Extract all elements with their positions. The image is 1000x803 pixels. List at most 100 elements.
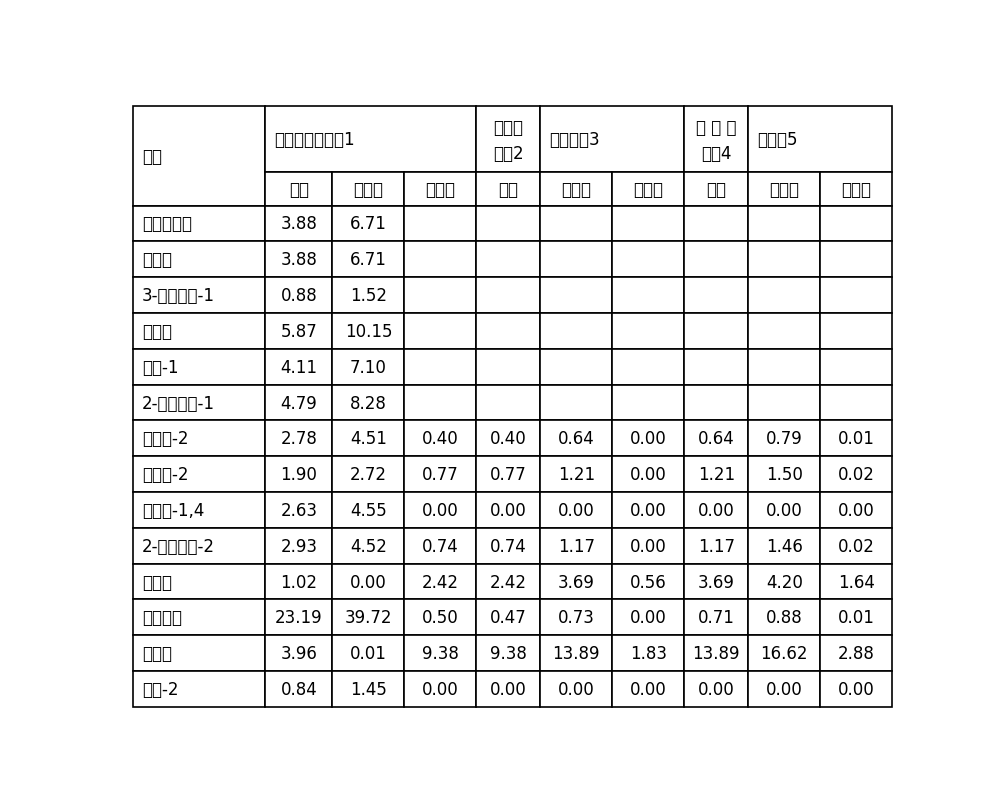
Bar [133,600,265,635]
Bar [133,457,265,492]
Bar [404,385,476,421]
Text: 0.00: 0.00 [630,680,667,698]
Text: 顶出料: 顶出料 [353,181,383,198]
Bar [748,421,820,457]
Bar [540,242,612,278]
Bar [265,242,332,278]
Text: 0.00: 0.00 [630,501,667,520]
Bar [332,385,404,421]
Bar [476,457,540,492]
Bar [540,457,612,492]
Bar [133,314,265,349]
Text: 0.01: 0.01 [838,430,875,448]
Text: 丁炔-2: 丁炔-2 [142,680,179,698]
Bar [612,278,684,314]
Bar [265,492,332,528]
Text: 1.17: 1.17 [558,537,595,555]
Text: 0.00: 0.00 [630,466,667,483]
Text: 0.73: 0.73 [558,609,595,626]
Text: 0.00: 0.00 [422,680,459,698]
Text: 0.00: 0.00 [490,501,527,520]
Text: 0.00: 0.00 [698,680,735,698]
Text: 0.00: 0.00 [698,501,735,520]
Text: 3.96: 3.96 [280,644,317,662]
Text: 3.69: 3.69 [558,573,595,591]
Text: 13.89: 13.89 [693,644,740,662]
Bar [476,492,540,528]
Text: 2.88: 2.88 [838,644,875,662]
Text: 0.00: 0.00 [766,680,803,698]
Bar [748,635,820,671]
Text: 0.77: 0.77 [422,466,459,483]
Bar [684,107,748,173]
Bar [612,314,684,349]
Bar [820,278,892,314]
Bar [820,457,892,492]
Bar [404,457,476,492]
Text: 1.50: 1.50 [766,466,803,483]
Text: 顶出料: 顶出料 [769,181,799,198]
Bar [404,600,476,635]
Text: 1.90: 1.90 [280,466,317,483]
Bar [612,457,684,492]
Text: 0.64: 0.64 [558,430,595,448]
Text: 异戊二烯: 异戊二烯 [142,609,182,626]
Bar [476,349,540,385]
Text: 2.42: 2.42 [422,573,459,591]
Text: 0.74: 0.74 [490,537,527,555]
Bar [540,206,612,242]
Bar [820,600,892,635]
Bar [404,671,476,707]
Bar [820,421,892,457]
Bar [612,206,684,242]
Bar [133,385,265,421]
Bar [265,564,332,600]
Text: 0.88: 0.88 [766,609,803,626]
Text: 原料: 原料 [289,181,309,198]
Bar [748,314,820,349]
Text: 戊烯-1: 戊烯-1 [142,358,179,377]
Text: 0.00: 0.00 [630,537,667,555]
Text: 2.78: 2.78 [280,430,317,448]
Bar [133,349,265,385]
Bar [612,564,684,600]
Bar [404,173,476,206]
Bar [265,457,332,492]
Text: 3.69: 3.69 [698,573,735,591]
Text: 0.47: 0.47 [490,609,527,626]
Bar [476,278,540,314]
Text: 0.74: 0.74 [422,537,459,555]
Text: 环戊烯: 环戊烯 [142,644,172,662]
Text: 2-甲基丁烯-1: 2-甲基丁烯-1 [142,394,215,412]
Bar [332,349,404,385]
Bar [612,173,684,206]
Text: 碳四及以下: 碳四及以下 [142,215,192,233]
Bar [684,528,748,564]
Bar [540,528,612,564]
Bar [476,385,540,421]
Bar [332,671,404,707]
Text: 0.00: 0.00 [558,501,595,520]
Text: 出料: 出料 [706,181,726,198]
Text: 7.10: 7.10 [350,358,387,377]
Bar [612,385,684,421]
Text: 0.64: 0.64 [698,430,735,448]
Text: 戊二烯-1,4: 戊二烯-1,4 [142,501,204,520]
Text: 16.62: 16.62 [760,644,808,662]
Bar [820,635,892,671]
Bar [684,278,748,314]
Bar [540,107,684,173]
Bar [404,314,476,349]
Bar [540,349,612,385]
Bar [684,492,748,528]
Bar [476,671,540,707]
Text: 2.72: 2.72 [350,466,387,483]
Text: 2.63: 2.63 [280,501,317,520]
Bar [748,278,820,314]
Text: 脱重塔5: 脱重塔5 [758,131,798,149]
Bar [133,206,265,242]
Bar [332,635,404,671]
Text: 脱双环塔3: 脱双环塔3 [550,131,600,149]
Text: 1.46: 1.46 [766,537,803,555]
Bar [684,635,748,671]
